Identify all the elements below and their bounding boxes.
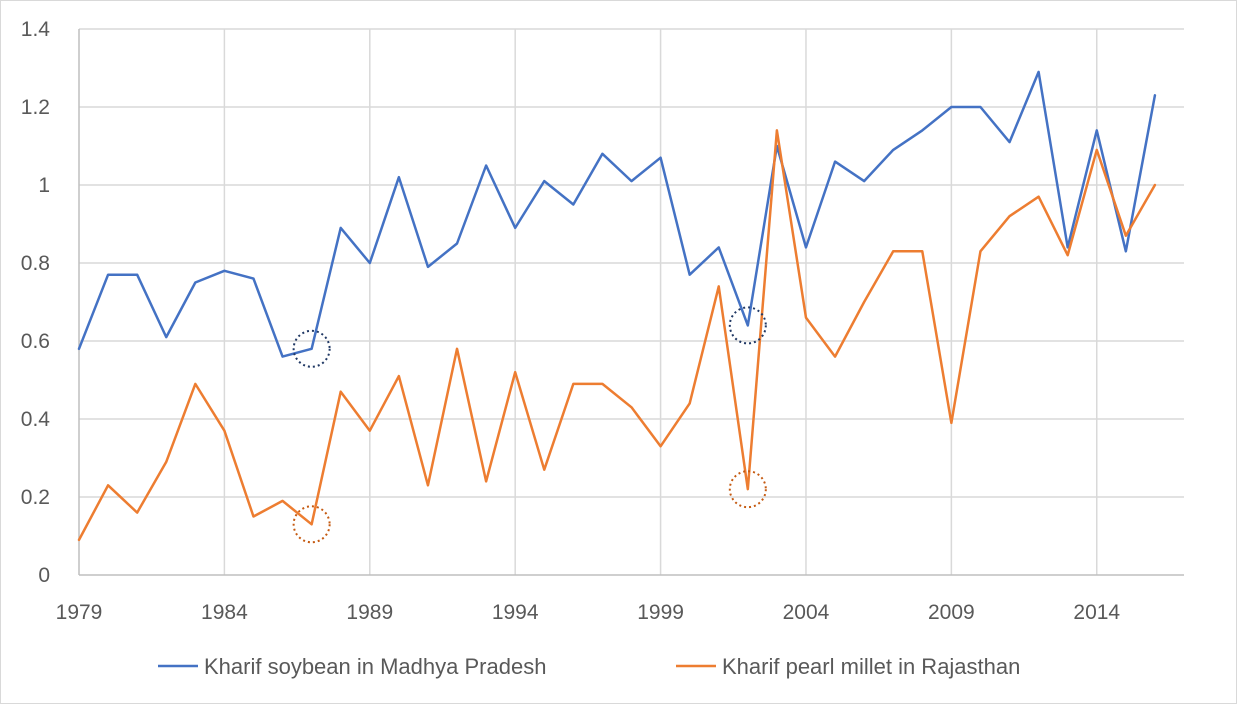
x-tick-label: 1989 (346, 601, 393, 624)
highlight-ring (728, 306, 767, 345)
x-tick-label: 1994 (492, 601, 539, 624)
series-line-2 (77, 129, 1157, 542)
highlight-ring (292, 505, 331, 544)
x-tick-label: 1979 (56, 601, 103, 624)
y-tick-label: 0.8 (21, 252, 50, 275)
legend: Kharif soybean in Madhya Pradesh Kharif p… (158, 654, 1020, 679)
y-tick-label: 1 (38, 174, 50, 197)
gridlines (79, 28, 1184, 575)
y-tick-label: 1.2 (21, 96, 50, 119)
x-tick-label: 2014 (1073, 601, 1120, 624)
x-tick-label: 2009 (928, 601, 975, 624)
x-tick-label: 2004 (783, 601, 830, 624)
x-tick-label: 1999 (637, 601, 684, 624)
series-lines (77, 70, 1157, 542)
legend-entry: Kharif pearl millet in Rajasthan (722, 654, 1020, 679)
legend-entry: Kharif soybean in Madhya Pradesh (204, 654, 546, 679)
axes: 0 0.2 0.4 0.6 0.8 1 1.2 1.4 1979 1984 1989 1994 1999… (21, 18, 1184, 624)
highlight-rings (292, 306, 767, 544)
y-tick-label: 1.4 (21, 18, 51, 41)
y-tick-label: 0.6 (21, 330, 50, 353)
y-tick-label: 0.2 (21, 486, 50, 509)
highlight-ring (292, 329, 331, 368)
series-line-1 (77, 70, 1157, 358)
x-tick-label: 1984 (201, 601, 248, 624)
highlight-ring (728, 470, 767, 509)
y-tick-label: 0.4 (21, 408, 51, 431)
y-tick-label: 0 (38, 564, 50, 587)
